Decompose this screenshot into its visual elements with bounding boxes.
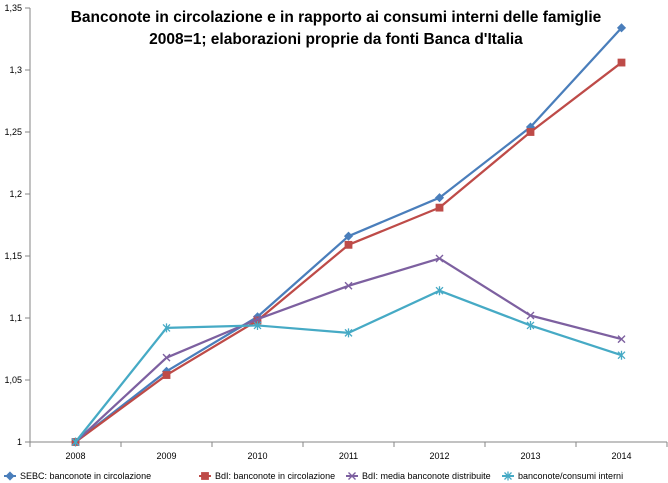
y-tick-label: 1,2 (9, 189, 22, 199)
y-tick-label: 1,15 (4, 251, 22, 261)
x-tick-label: 2008 (65, 451, 85, 461)
chart-title: Banconote in circolazione e in rapporto … (71, 9, 602, 26)
x-tick-label: 2013 (520, 451, 540, 461)
series-2 (71, 58, 626, 446)
legend-label: BdI: media banconote distribuite (362, 471, 491, 481)
data-point-square (344, 240, 353, 249)
data-point-star (253, 320, 262, 330)
chart-subtitle: 2008=1; elaborazioni proprie da fonti Ba… (149, 31, 523, 48)
axes: 1 1,05 1,1 1,15 1,2 1,25 1,3 1,35 2008 2009 2010 20… (4, 3, 668, 461)
x-tick-label: 2011 (339, 451, 358, 461)
x-tick-label: 2012 (429, 451, 449, 461)
data-point-diamond (434, 193, 445, 203)
data-point-square (617, 58, 626, 67)
series-line (74, 61, 623, 443)
series-4 (71, 286, 626, 447)
data-point-x (253, 315, 262, 324)
data-point-star (71, 437, 80, 447)
data-point-diamond (616, 23, 627, 33)
data-point-square (526, 128, 535, 136)
y-tick-label: 1 (17, 437, 22, 447)
data-point-square (162, 371, 171, 379)
data-point-star (162, 323, 171, 333)
y-tick-label: 1,35 (4, 3, 22, 13)
series-3 (71, 254, 626, 446)
legend-label: BdI: banconote in circolazione (215, 471, 335, 481)
data-point-x (617, 335, 626, 344)
legend-item: banconote/consumi interni (502, 471, 623, 481)
data-point-x (435, 254, 444, 263)
legend-marker-square (201, 472, 209, 480)
legend: SEBC: banconote in circolazione BdI: banc… (4, 471, 623, 481)
x-tick-label: 2009 (156, 451, 176, 461)
legend-item: BdI: banconote in circolazione (199, 471, 335, 481)
legend-label: SEBC: banconote in circolazione (20, 471, 151, 481)
y-tick-label: 1,25 (4, 127, 22, 137)
data-point-x (162, 353, 171, 362)
data-point-x (526, 311, 535, 320)
legend-label: banconote/consumi interni (518, 471, 623, 481)
data-point-x (344, 281, 353, 290)
legend-item: BdI: media banconote distribuite (346, 471, 491, 481)
data-point-diamond (343, 231, 354, 241)
y-tick-label: 1,05 (4, 375, 22, 385)
data-point-star (435, 286, 444, 296)
legend-item: SEBC: banconote in circolazione (4, 471, 151, 481)
legend-marker-x (348, 472, 356, 480)
legend-marker-diamond (5, 471, 15, 481)
x-tick-label: 2010 (247, 451, 267, 461)
data-point-square (435, 203, 444, 212)
data-point-star (344, 328, 353, 338)
data-point-star (526, 320, 535, 330)
y-tick-label: 1,3 (9, 65, 22, 75)
series-layer (70, 23, 627, 447)
x-tick-label: 2014 (611, 451, 631, 461)
legend-marker-star (504, 471, 512, 481)
y-tick-label: 1,1 (9, 313, 22, 323)
data-point-star (617, 350, 626, 360)
